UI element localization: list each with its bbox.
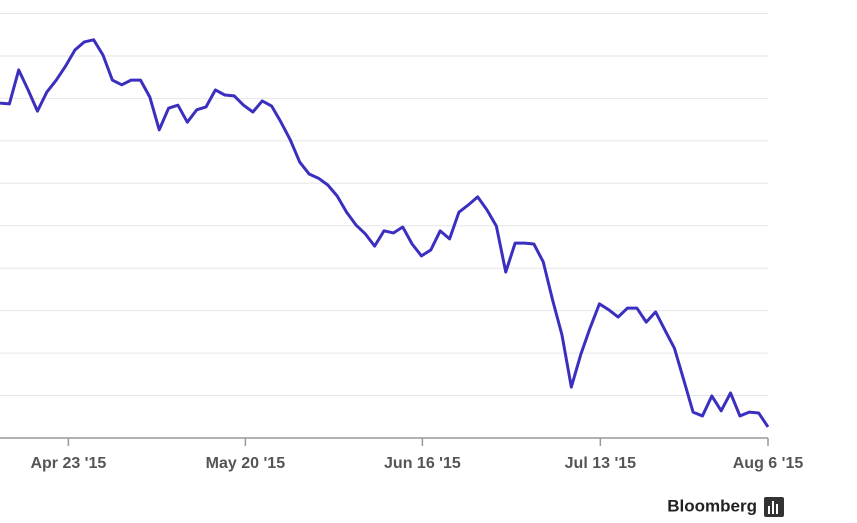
data-line (0, 38, 770, 428)
x-tick-label: Jul 13 '15 (565, 455, 637, 472)
x-tick-label: Aug 6 '15 (733, 455, 804, 472)
brand: Bloomberg (667, 496, 757, 515)
brand-icon (764, 497, 784, 517)
x-tick-label: Apr 23 '15 (30, 455, 106, 472)
x-tick-label: May 20 '15 (206, 455, 286, 472)
x-tick-label: Jun 16 '15 (384, 455, 461, 472)
